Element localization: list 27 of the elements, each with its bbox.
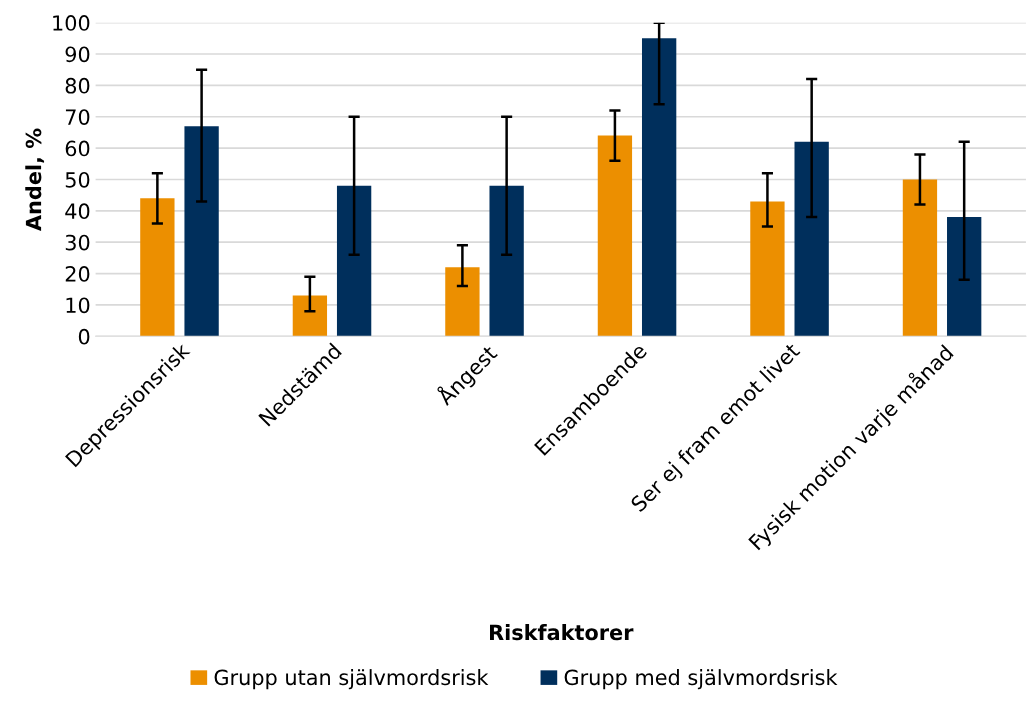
y-tick-label: 80 <box>65 77 90 94</box>
bar <box>902 179 938 337</box>
bar <box>336 185 372 337</box>
legend-label: Grupp med självmordsrisk <box>564 669 838 690</box>
bar <box>184 126 219 337</box>
y-axis-title: Andel, % <box>25 128 45 231</box>
y-tick-label: 50 <box>65 171 90 188</box>
y-tick-label: 100 <box>53 15 90 31</box>
bar <box>140 198 175 337</box>
bar <box>794 141 829 337</box>
y-tick-label: 30 <box>65 234 90 251</box>
bar <box>489 185 524 337</box>
bar <box>750 201 785 337</box>
x-axis-title: Riskfaktorer <box>490 624 634 641</box>
y-tick-label: 0 <box>78 328 90 345</box>
y-tick-label: 60 <box>65 140 90 157</box>
bar <box>597 135 633 337</box>
y-tick-label: 40 <box>65 203 90 220</box>
legend-label: Grupp utan självmordsrisk <box>214 669 489 690</box>
bar <box>947 217 982 337</box>
bar <box>445 267 480 337</box>
y-tick-label: 20 <box>65 266 90 282</box>
bar <box>641 38 677 337</box>
y-tick-label: 10 <box>66 297 90 314</box>
bar <box>292 295 328 337</box>
y-tick-label: 90 <box>65 46 90 63</box>
y-tick-label: 70 <box>65 109 90 125</box>
